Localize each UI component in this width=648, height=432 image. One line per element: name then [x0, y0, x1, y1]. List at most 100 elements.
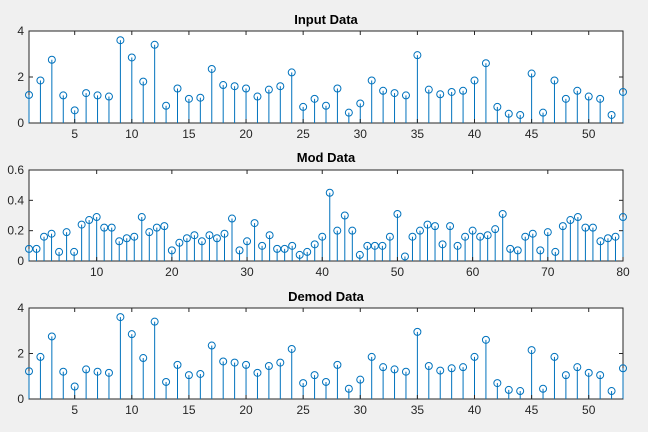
- y-tick-label: 0.6: [7, 163, 24, 177]
- stem-marker: [408, 232, 417, 241]
- stem-marker: [611, 232, 620, 241]
- stem-marker: [219, 357, 228, 366]
- stem-marker: [558, 222, 567, 231]
- stem-marker: [70, 382, 79, 391]
- x-tick-label: 40: [316, 265, 330, 279]
- stem-marker: [468, 226, 477, 235]
- stem-marker: [230, 358, 239, 367]
- x-tick-label: 5: [71, 403, 78, 417]
- y-axis: 0 0.2 0.4 0.6: [7, 163, 623, 268]
- stem-marker: [253, 368, 262, 377]
- subplot-input-data: Input Data 5 10 15 20 25 30 35 40 45 50 0 2 4: [17, 12, 627, 141]
- x-tick-label: 15: [182, 403, 196, 417]
- y-tick-label: 0.2: [7, 224, 24, 238]
- y-tick-label: 0: [17, 392, 24, 406]
- x-tick-label: 5: [71, 127, 78, 141]
- x-tick-label: 10: [125, 403, 139, 417]
- stem-marker: [25, 244, 33, 253]
- stem-marker: [55, 247, 64, 256]
- stem-marker: [461, 232, 470, 241]
- stem-marker: [401, 367, 410, 376]
- stem-marker: [356, 375, 365, 384]
- stem-marker: [82, 89, 91, 98]
- stem-marker: [303, 247, 312, 256]
- stem-marker: [310, 240, 319, 249]
- stem-marker: [584, 92, 593, 101]
- stem-marker: [25, 90, 33, 99]
- stem-marker: [573, 86, 582, 95]
- stem-marker: [333, 360, 342, 369]
- x-tick-label: 10: [90, 265, 104, 279]
- stem-marker: [196, 93, 205, 102]
- stem-marker: [220, 229, 229, 238]
- stem-marker: [516, 110, 525, 119]
- stem-marker: [253, 92, 262, 101]
- stem-marker: [59, 91, 68, 100]
- stem-marker: [322, 377, 330, 386]
- stem-marker: [561, 371, 570, 380]
- stem-marker: [367, 76, 376, 85]
- stem-marker: [205, 231, 214, 240]
- stem-marker: [173, 360, 182, 369]
- stem-marker: [379, 86, 388, 95]
- x-axis: 5 10 15 20 25 30 35 40 45 50: [71, 308, 596, 417]
- stem-marker: [566, 216, 575, 225]
- x-tick-label: 30: [354, 403, 368, 417]
- stem-marker: [550, 76, 559, 85]
- stem-marker: [498, 209, 507, 218]
- stem-marker: [92, 213, 101, 222]
- stem-marker: [127, 330, 136, 339]
- x-tick-label: 35: [411, 127, 425, 141]
- stem-marker: [299, 102, 308, 111]
- stem-marker: [436, 90, 445, 99]
- stem-marker: [528, 229, 537, 238]
- stem-marker: [162, 101, 171, 110]
- stem-marker: [493, 379, 502, 388]
- stem-marker: [415, 226, 424, 235]
- stem-marker: [607, 387, 616, 396]
- stem-marker: [100, 223, 109, 232]
- x-tick-label: 15: [182, 127, 196, 141]
- stem-marker: [413, 327, 422, 336]
- stem-marker: [62, 228, 71, 237]
- stem-marker: [59, 367, 68, 376]
- x-tick-label: 30: [354, 127, 368, 141]
- stem-marker: [264, 362, 273, 371]
- stem-marker: [264, 85, 273, 94]
- stem-marker: [356, 99, 365, 108]
- stem-marker: [483, 231, 492, 240]
- stem-marker: [370, 241, 379, 250]
- stem-marker: [573, 363, 582, 372]
- stem-marker: [190, 231, 199, 240]
- stem-marker: [363, 241, 372, 250]
- x-tick-label: 70: [541, 265, 555, 279]
- stem-marker: [413, 51, 422, 60]
- stem-marker: [573, 213, 582, 222]
- stem-marker: [470, 76, 479, 85]
- stem-marker: [25, 367, 33, 376]
- stem-marker: [265, 231, 274, 240]
- stem-marker: [197, 237, 206, 246]
- x-tick-label: 40: [468, 127, 482, 141]
- stem-marker: [115, 237, 124, 246]
- stem-marker: [116, 36, 125, 45]
- stem-marker: [619, 87, 627, 96]
- x-tick-label: 50: [582, 403, 596, 417]
- x-tick-label: 30: [240, 265, 254, 279]
- stem-marker: [310, 371, 319, 380]
- stem-marker: [340, 211, 349, 220]
- stem-marker: [424, 362, 433, 371]
- stem-marker: [288, 241, 297, 250]
- stem-marker: [173, 84, 182, 93]
- x-tick-label: 25: [296, 127, 310, 141]
- stem-marker: [390, 365, 399, 374]
- stem-marker: [539, 108, 548, 117]
- stem-marker: [273, 244, 282, 253]
- stem-marker: [219, 81, 228, 90]
- x-tick-label: 50: [582, 127, 596, 141]
- stem-marker: [207, 64, 216, 73]
- stem-marker: [325, 188, 334, 197]
- stem-marker: [355, 250, 364, 259]
- y-tick-label: 0: [17, 254, 24, 268]
